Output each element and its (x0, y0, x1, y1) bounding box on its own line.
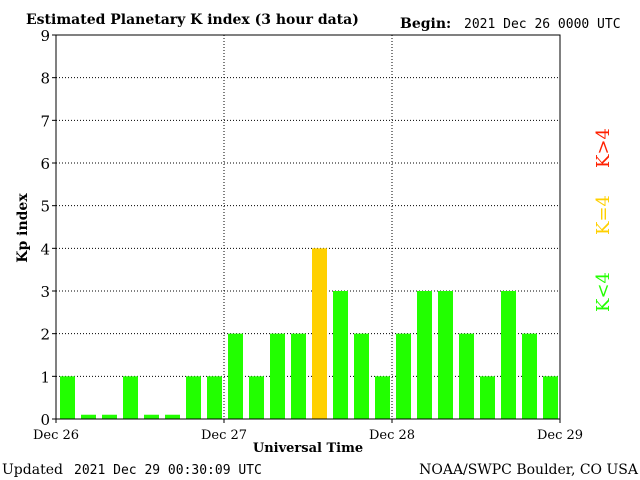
kp-bar (123, 376, 138, 419)
kp-bar (480, 376, 495, 419)
begin-value: 2021 Dec 26 0000 UTC (464, 17, 621, 32)
x-axis-label: Universal Time (253, 441, 363, 456)
x-tick-label: Dec 27 (201, 428, 247, 443)
kp-bar (102, 414, 117, 419)
footer-credit: NOAA/SWPC Boulder, CO USA (419, 462, 639, 478)
kp-bar (312, 248, 327, 419)
updated-value: 2021 Dec 29 00:30:09 UTC (74, 463, 262, 478)
y-tick-label: 8 (40, 70, 50, 88)
y-tick-label: 0 (40, 411, 50, 429)
kp-bar (396, 333, 411, 419)
updated-label: Updated (2, 462, 63, 478)
legend-high: K>4 (593, 128, 614, 168)
kp-bar (354, 333, 369, 419)
kp-bar (249, 376, 264, 419)
x-tick-label: Dec 28 (369, 428, 415, 443)
y-tick-label: 5 (40, 198, 50, 216)
x-tick-label: Dec 26 (33, 428, 79, 443)
y-tick-label: 6 (40, 155, 50, 173)
plot-frame (55, 34, 561, 420)
plot-area: 0 1 2 3 4 5 6 7 8 9 Dec 26 Dec 27 Dec 28 Dec 29 (33, 27, 583, 443)
y-tick-label: 4 (40, 240, 50, 258)
kp-bar (543, 376, 558, 419)
kp-bar (501, 291, 516, 419)
kp-bar (438, 291, 453, 419)
kp-bar (375, 376, 390, 419)
kp-bar (270, 333, 285, 419)
kp-bar (144, 414, 159, 419)
legend-mid: K=4 (593, 195, 614, 235)
chart-title: Estimated Planetary K index (3 hour data… (26, 12, 359, 28)
kp-bar (207, 376, 222, 419)
kp-bar (459, 333, 474, 419)
legend-low: K<4 (593, 272, 614, 312)
kp-bar (165, 414, 180, 419)
kp-bar (228, 333, 243, 419)
kp-bar (333, 291, 348, 419)
y-tick-label: 1 (40, 368, 50, 386)
x-tick-label: Dec 29 (537, 428, 583, 443)
kp-bar (291, 333, 306, 419)
kp-bar (81, 414, 96, 419)
kp-bar (186, 376, 201, 419)
y-tick-label: 3 (40, 283, 50, 301)
kp-bar (417, 291, 432, 419)
y-axis-label: Kp index (15, 193, 31, 263)
y-tick-label: 7 (40, 112, 50, 130)
kp-bar (60, 376, 75, 419)
y-tick-label: 2 (40, 326, 50, 344)
begin-label: Begin: (400, 16, 451, 32)
kp-bar (522, 333, 537, 419)
y-tick-label: 9 (40, 27, 50, 45)
